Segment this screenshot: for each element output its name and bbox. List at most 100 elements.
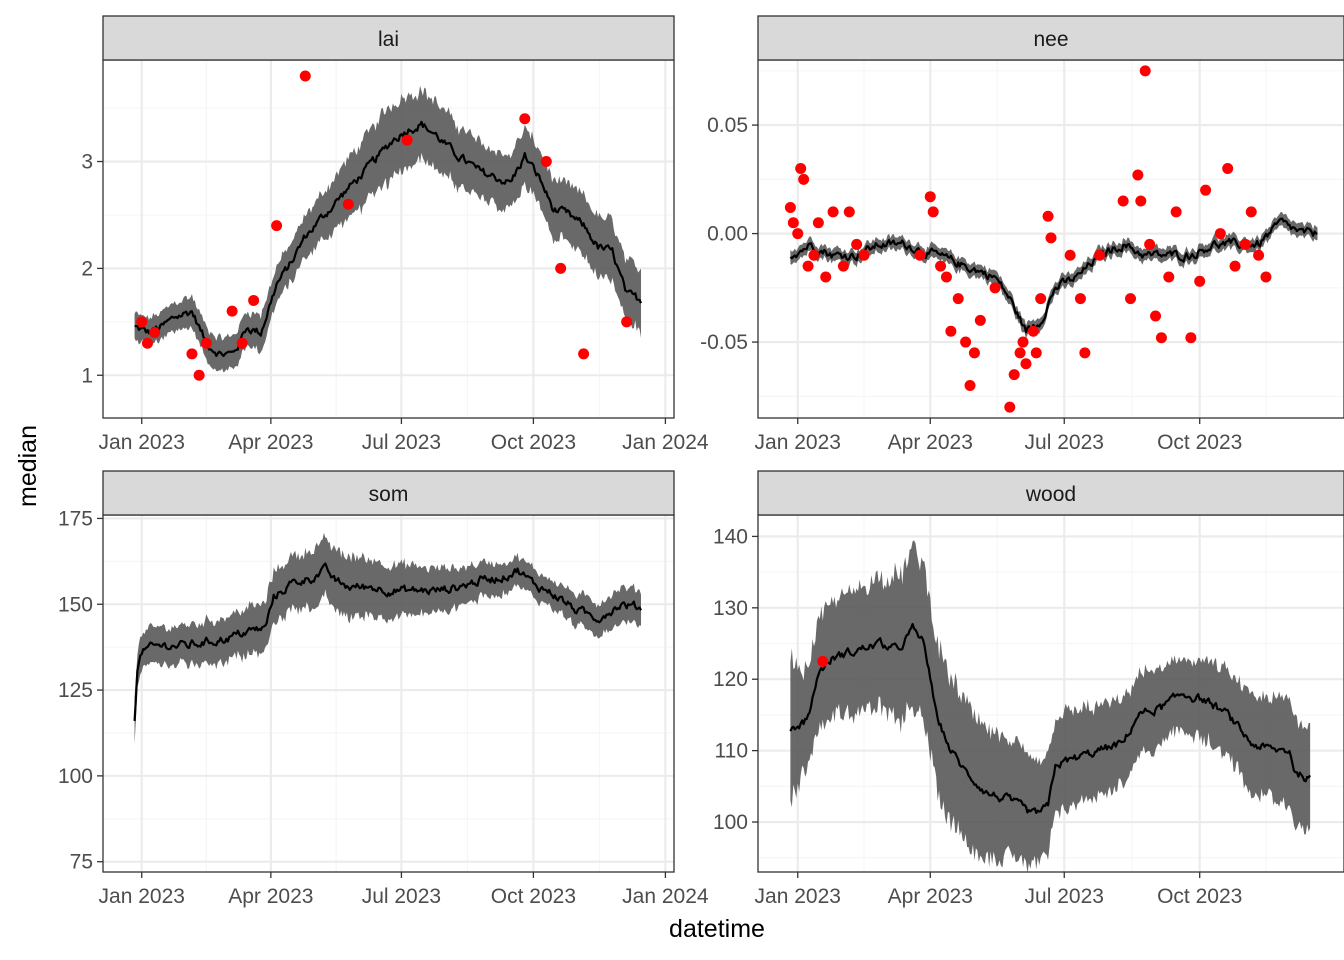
observation-point — [802, 260, 814, 272]
observation-point — [136, 316, 148, 328]
observation-point — [193, 369, 205, 381]
y-tick-label: 140 — [713, 525, 748, 548]
observation-point — [1260, 271, 1272, 283]
observation-point — [1125, 293, 1137, 305]
facet-strip-label: som — [369, 483, 409, 506]
median-line-wood — [789, 622, 1312, 814]
observation-point — [1030, 347, 1042, 359]
y-tick-label: 1 — [81, 364, 93, 387]
observation-point — [808, 249, 820, 261]
x-tick-label: Apr 2023 — [888, 885, 973, 908]
observation-point — [200, 337, 212, 349]
observation-point — [1170, 206, 1182, 218]
facet-strip-label: nee — [1033, 28, 1068, 51]
facet-panel-som: som 175 150 125 100 75 Jan 2023 Apr 2023 Jul 202… — [58, 470, 709, 908]
observation-point — [1222, 162, 1234, 174]
observation-point — [968, 347, 980, 359]
x-tick-label: Jul 2023 — [1025, 885, 1104, 908]
observation-point — [964, 379, 976, 391]
observation-point — [795, 162, 807, 174]
observation-point — [141, 337, 153, 349]
observation-point — [812, 217, 824, 229]
observation-point — [827, 206, 839, 218]
x-tick-label: Jan 2023 — [755, 431, 841, 454]
x-tick-label: Apr 2023 — [888, 431, 973, 454]
observation-point — [342, 198, 354, 210]
x-tick-label: Jul 2023 — [362, 885, 441, 908]
facet-panel-lai: lai 1 2 3 Jan 2023 Apr 2023 Jul 2023 Oct 2023 Ja… — [81, 15, 709, 454]
panel-plot-area — [133, 532, 642, 745]
observation-point — [1194, 275, 1206, 287]
x-tick-label: Jan 2023 — [99, 885, 185, 908]
x-tick-label: Oct 2023 — [1157, 885, 1242, 908]
facet-panel-wood: wood 140 130 120 110 100 Jan 2023 Apr 2023 Jul 2… — [713, 470, 1344, 908]
observation-point — [1229, 260, 1241, 272]
observation-point — [1214, 228, 1226, 240]
observation-point — [927, 206, 939, 218]
uncertainty-band-wood — [790, 540, 1311, 872]
y-tick-label: 2 — [81, 257, 93, 280]
observation-point — [952, 293, 964, 305]
observation-point — [1004, 401, 1016, 413]
x-tick-label: Jul 2023 — [1025, 431, 1104, 454]
observation-point — [1253, 249, 1265, 261]
observation-point — [519, 113, 531, 125]
median-line-som — [133, 562, 642, 722]
x-tick-label: Apr 2023 — [228, 885, 313, 908]
observation-point — [1185, 332, 1197, 344]
panel-plot-area — [784, 65, 1318, 413]
observation-point — [1094, 249, 1106, 261]
y-tick-label: 150 — [58, 593, 93, 616]
observation-point — [401, 134, 413, 146]
observation-point — [1014, 347, 1026, 359]
y-tick-label: 110 — [715, 740, 748, 763]
observation-point — [935, 260, 947, 272]
x-tick-label: Jul 2023 — [362, 431, 441, 454]
observation-point — [945, 325, 957, 337]
y-axis-title: median — [14, 425, 42, 507]
x-tick-label: Oct 2023 — [491, 885, 576, 908]
observation-point — [1079, 347, 1091, 359]
observation-point — [843, 206, 855, 218]
observation-point — [1008, 369, 1020, 381]
x-tick-label: Oct 2023 — [1157, 431, 1242, 454]
observation-point — [817, 655, 829, 667]
observation-point — [621, 316, 633, 328]
observation-point — [555, 262, 567, 274]
observation-point — [299, 70, 311, 82]
observation-point — [1163, 271, 1175, 283]
x-tick-label: Jan 2024 — [622, 431, 709, 454]
y-tick-label: 175 — [58, 507, 93, 530]
observation-point — [940, 271, 952, 283]
observation-point — [236, 337, 248, 349]
facet-strip-nee — [757, 15, 1344, 61]
facet-panel-nee: nee 0.05 0.00 -0.05 Jan 2023 Apr 2023 Jul 2023… — [700, 15, 1344, 454]
observation-point — [820, 271, 832, 283]
observation-point — [1144, 238, 1156, 250]
observation-point — [1150, 310, 1162, 322]
observation-point — [1135, 195, 1147, 207]
observation-point — [1027, 325, 1039, 337]
observation-point — [858, 249, 870, 261]
y-tick-label: 0.00 — [707, 223, 748, 246]
observation-point — [186, 348, 198, 360]
x-tick-label: Apr 2023 — [228, 431, 313, 454]
observation-point — [792, 228, 804, 240]
uncertainty-band-som — [134, 532, 642, 745]
observation-point — [1139, 65, 1151, 77]
observation-point — [851, 238, 863, 250]
observation-point — [989, 282, 1001, 294]
x-tick-label: Jan 2024 — [622, 885, 709, 908]
facet-strip-label: lai — [378, 28, 399, 51]
y-tick-label: 120 — [713, 668, 748, 691]
observation-point — [787, 217, 799, 229]
observation-point — [1155, 332, 1167, 344]
y-tick-label: 100 — [713, 811, 748, 834]
panel-plot-area — [134, 70, 643, 381]
observation-point — [1045, 232, 1057, 244]
x-axis-title: datetime — [669, 915, 765, 943]
y-tick-label: 75 — [70, 851, 93, 874]
observation-point — [784, 202, 796, 214]
observation-point — [1042, 210, 1054, 222]
observation-point — [540, 156, 552, 168]
